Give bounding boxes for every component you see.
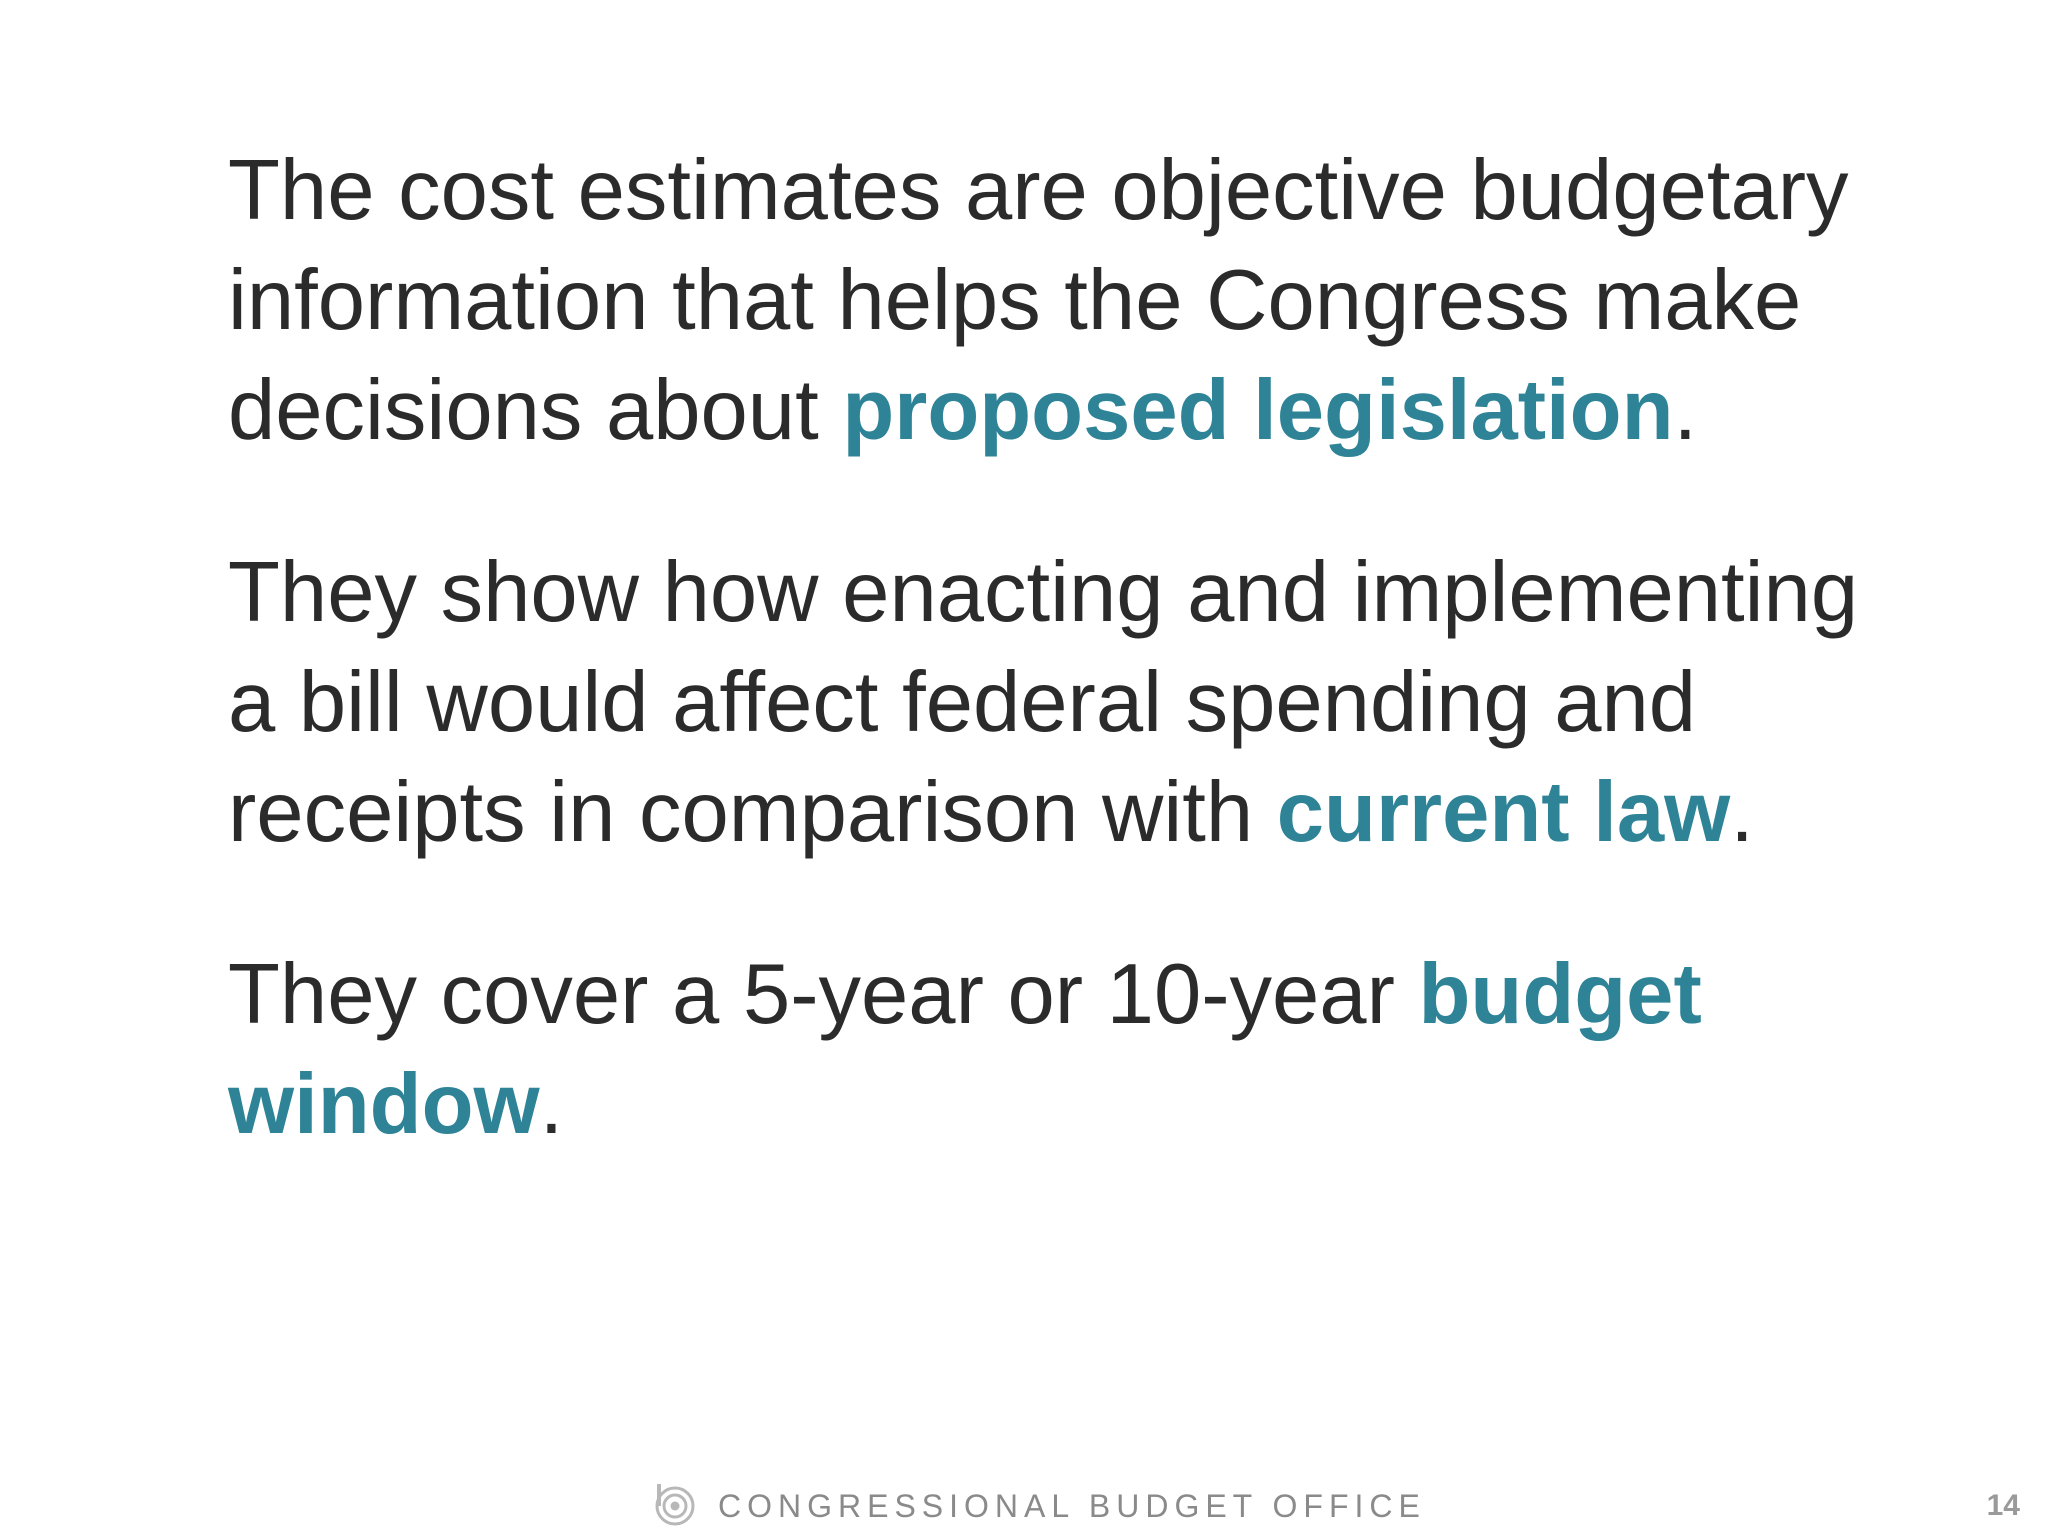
paragraph-3-end: . [539, 1057, 564, 1152]
paragraph-3: They cover a 5-year or 10-year budget wi… [228, 940, 1868, 1160]
paragraph-3-text: They cover a 5-year or 10-year [228, 947, 1419, 1042]
highlight-budget-window: budget window [228, 947, 1702, 1152]
paragraph-1-text: The cost estimates are objective budgeta… [228, 143, 1849, 458]
cbo-logo-icon [652, 1482, 698, 1528]
footer-organization-name: CONGRESSIONAL BUDGET OFFICE [718, 1488, 1426, 1524]
paragraph-2-text: They show how enacting and implementing … [228, 545, 1859, 860]
paragraph-1: The cost estimates are objective budgeta… [228, 136, 1868, 466]
paragraph-1-end: . [1673, 363, 1698, 458]
page-number: 14 [1986, 1489, 2020, 1522]
highlight-proposed-legislation: proposed legislation [842, 363, 1674, 458]
paragraph-2: They show how enacting and implementing … [228, 538, 1868, 868]
paragraph-2-end: . [1730, 765, 1754, 860]
slide-body: The cost estimates are objective budgeta… [228, 136, 1868, 1160]
highlight-current-law: current law [1276, 765, 1731, 860]
slide-footer: CONGRESSIONAL BUDGET OFFICE 14 [0, 1478, 2048, 1534]
